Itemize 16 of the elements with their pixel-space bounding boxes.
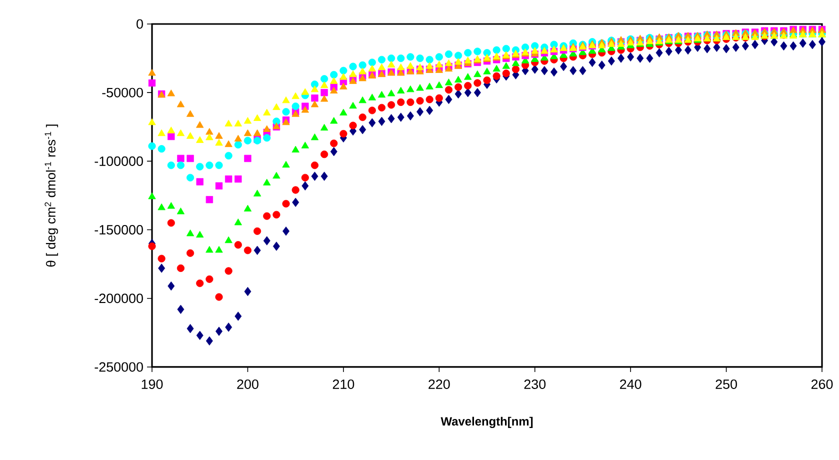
y-tick-label: -100000 — [94, 156, 143, 166]
y-tick-label: -200000 — [94, 294, 143, 304]
y-tick-label: -250000 — [94, 362, 143, 372]
y-tick-label: -150000 — [94, 225, 143, 235]
y-tick-label: -50000 — [102, 88, 143, 98]
x-tick-label: 200 — [237, 379, 258, 389]
x-tick-label: 210 — [332, 379, 354, 389]
x-tick-label: 240 — [620, 379, 642, 389]
x-tick-label: 220 — [428, 379, 450, 389]
y-tick-label: 0 — [136, 19, 143, 29]
x-axis-title: Wavelength[nm] — [440, 416, 533, 428]
x-tick-label: 260 — [811, 379, 833, 389]
x-tick-label: 250 — [716, 379, 737, 389]
y-axis-title: θ [ deg cm$^{2}$ dmol$^{-1}$ res$^{-1}$ ] — [44, 124, 58, 267]
x-tick-label: 190 — [142, 379, 163, 389]
x-tick-label: 230 — [524, 379, 546, 389]
